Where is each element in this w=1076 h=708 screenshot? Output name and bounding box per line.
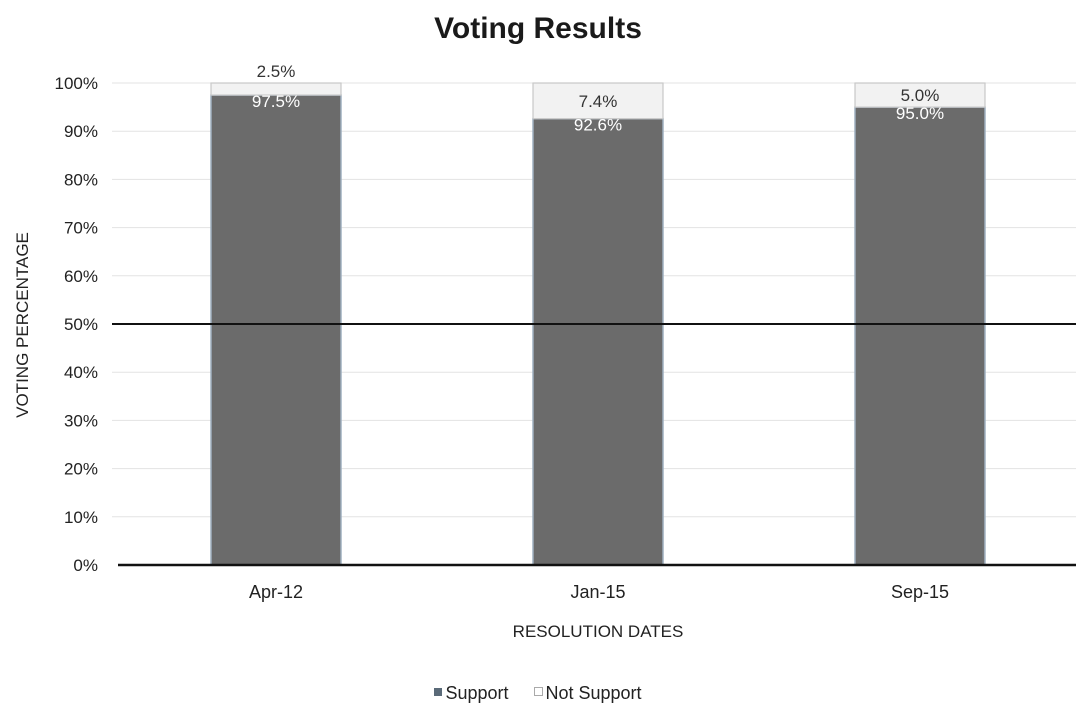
bar-support-apr-12: [210, 94, 342, 566]
chart-title: Voting Results: [434, 12, 642, 45]
data-label-support: 97.5%: [252, 92, 300, 111]
x-tick-label: Apr-12: [249, 582, 303, 602]
x-tick-label: Sep-15: [891, 582, 949, 602]
bar-not-support-jan-15: [532, 82, 664, 120]
y-tick-label: 60%: [64, 267, 98, 286]
bar-not-support-sep-15: [854, 82, 986, 108]
x-axis-title: RESOLUTION DATES: [513, 622, 684, 641]
x-axis-ticks: Apr-12 Jan-15 Sep-15: [249, 582, 949, 602]
data-label-not-support: 7.4%: [579, 92, 618, 111]
y-tick-label: 90%: [64, 122, 98, 141]
bar-support-sep-15: [854, 106, 986, 566]
data-label-not-support: 2.5%: [257, 62, 296, 81]
y-tick-label: 40%: [64, 363, 98, 382]
data-label-support: 95.0%: [896, 104, 944, 123]
data-label-support: 92.6%: [574, 116, 622, 135]
legend-item-not-support: Not Support: [533, 683, 642, 704]
x-tick-label: Jan-15: [570, 582, 625, 602]
y-tick-label: 70%: [64, 219, 98, 238]
bar-not-support-apr-12: [210, 82, 342, 96]
data-labels: 2.5% 97.5% 7.4% 92.6% 5.0%95.0%: [252, 62, 944, 135]
y-tick-label: 50%: [64, 315, 98, 334]
y-axis-title: VOTING PERCENTAGE: [13, 232, 32, 418]
y-tick-label: 80%: [64, 170, 98, 189]
legend-swatch-not-support: [533, 687, 543, 696]
legend-label-support: Support: [445, 683, 509, 703]
legend-label-not-support: Not Support: [545, 683, 642, 703]
legend-swatch-support: [434, 688, 443, 696]
y-axis-ticks: 0% 10% 20% 30% 40% 50% 60% 70% 80% 90% 100%: [55, 74, 98, 575]
y-tick-label: 100%: [55, 74, 98, 93]
bars: [210, 82, 986, 566]
bar-support-jan-15: [532, 117, 664, 566]
y-tick-label: 0%: [73, 556, 98, 575]
legend-item-support: Support: [434, 683, 508, 704]
data-label-not-support: 5.0%: [901, 86, 940, 105]
y-tick-label: 10%: [64, 508, 98, 527]
y-tick-label: 20%: [64, 460, 98, 479]
y-tick-label: 30%: [64, 411, 98, 430]
legend: Support Not Support: [0, 683, 1076, 704]
